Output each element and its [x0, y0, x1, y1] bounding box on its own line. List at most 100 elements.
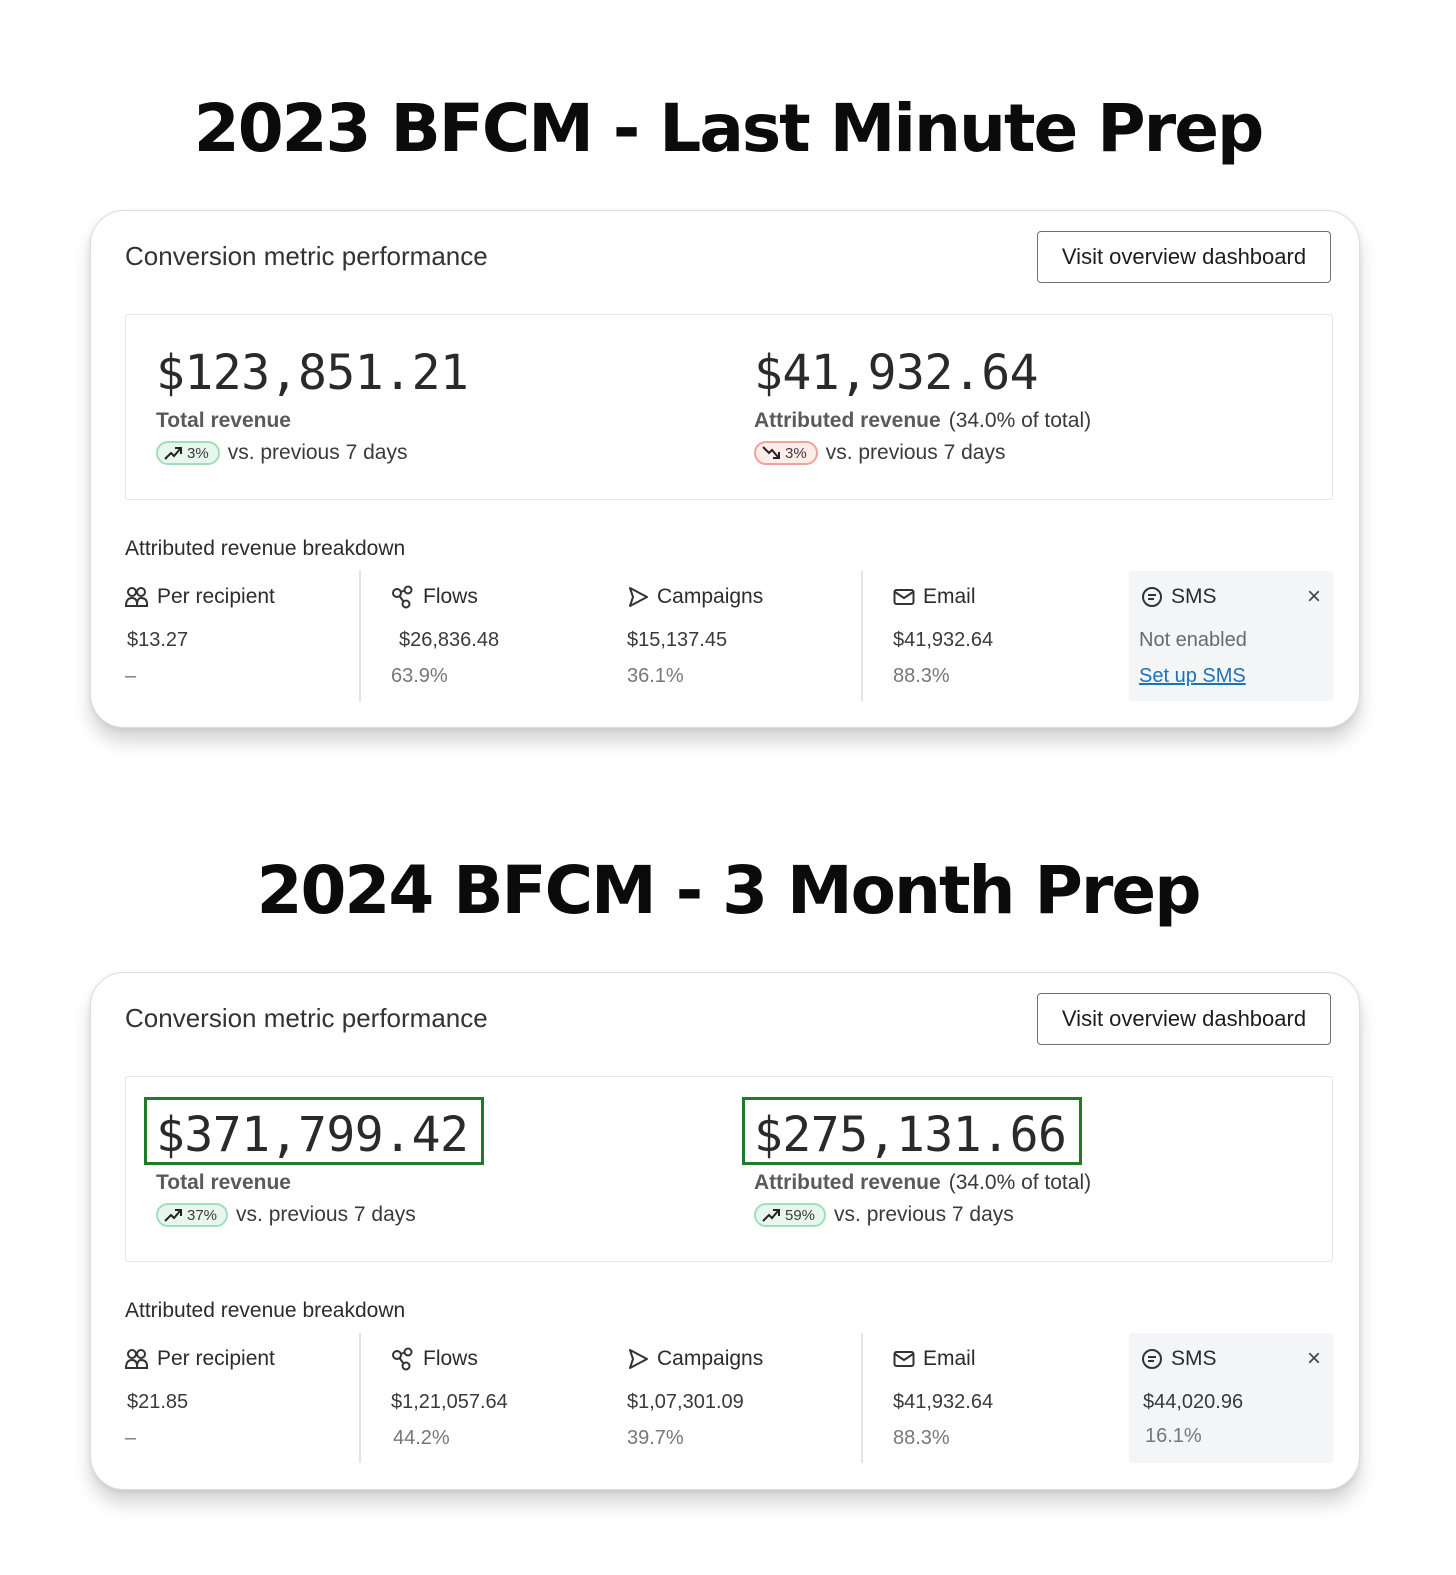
trend-up-icon — [164, 447, 182, 460]
sms-column: SMS × $44,020.96 16.1% — [1129, 1333, 1333, 1463]
card-title: Conversion metric performance — [125, 1003, 488, 1033]
people-icon — [125, 1349, 148, 1369]
column-value: $26,836.48 — [399, 629, 500, 651]
column-label: SMS — [1171, 1347, 1217, 1370]
column-sub: 88.3% — [893, 665, 950, 687]
attributed-revenue-pct: (34.0% of total) — [948, 409, 1092, 432]
trend-badge: 59% — [754, 1203, 827, 1227]
attributed-revenue-value: $41,932.64 — [754, 345, 1038, 401]
column-label: SMS — [1171, 585, 1217, 608]
sms-link-wrap: Set up SMS — [1139, 665, 1246, 688]
column-value: $13.27 — [127, 629, 189, 651]
visit-overview-dashboard-button[interactable]: Visit overview dashboard — [1037, 231, 1331, 283]
column-sub: – — [125, 1427, 137, 1449]
column-sub: 44.2% — [393, 1427, 450, 1449]
trend-badge-value: 37% — [187, 1206, 218, 1224]
column-header: Flows — [391, 1347, 478, 1371]
flows-icon — [392, 1347, 413, 1371]
trend-badge: 3% — [754, 441, 818, 465]
sms-icon — [1142, 587, 1162, 607]
column-header: Email — [893, 585, 976, 609]
total-revenue-label: Total revenue — [156, 409, 291, 432]
total-revenue-label: Total revenue — [156, 1171, 291, 1194]
sms-icon — [1142, 1349, 1162, 1369]
conversion-card-2023: Conversion metric performance Visit over… — [90, 210, 1360, 728]
column-sub: 39.7% — [627, 1427, 684, 1449]
close-icon[interactable]: × — [1306, 583, 1321, 610]
column-label: Campaigns — [657, 585, 764, 608]
column-sub: – — [125, 665, 137, 687]
campaigns-icon — [629, 587, 648, 607]
metrics-box: $123,851.21 Total revenue 3% vs. previou… — [125, 314, 1333, 500]
column-label: Flows — [423, 1347, 478, 1370]
column-header: Flows — [391, 585, 478, 609]
column-label: Per recipient — [157, 585, 275, 608]
attributed-revenue-label: Attributed revenue — [754, 1171, 941, 1194]
compare-text: vs. previous 7 days — [227, 441, 408, 464]
attributed-revenue-label-row: Attributed revenue (34.0% of total) — [754, 1171, 1091, 1195]
conversion-card-2024: Conversion metric performance Visit over… — [90, 972, 1360, 1490]
campaigns-icon — [629, 1349, 648, 1369]
column-value: $21.85 — [127, 1391, 189, 1413]
trend-badge: 37% — [156, 1203, 229, 1227]
compare-text: vs. previous 7 days — [834, 1203, 1014, 1226]
column-header: Email — [893, 1347, 976, 1371]
highlight-box — [144, 1097, 484, 1165]
trend-badge-value: 3% — [785, 444, 807, 462]
column-divider — [861, 1333, 863, 1463]
total-revenue-value: $371,799.42 — [156, 1107, 469, 1163]
column-header: Campaigns — [627, 1347, 763, 1371]
trend-badge-value: 59% — [785, 1206, 816, 1224]
set-up-sms-link[interactable]: Set up SMS — [1139, 665, 1246, 687]
breakdown-title: Attributed revenue breakdown — [125, 537, 406, 560]
column-sub: 63.9% — [391, 665, 448, 687]
column-header: SMS — [1141, 1347, 1217, 1371]
total-revenue-value: $123,851.21 — [156, 345, 469, 401]
column-label: Campaigns — [657, 1347, 764, 1370]
column-header: Per recipient — [125, 585, 275, 609]
column-label: Email — [923, 1347, 976, 1370]
column-sub: 36.1% — [627, 665, 684, 687]
delta-row: 59% vs. previous 7 days — [754, 1203, 1014, 1227]
sms-value: $44,020.96 — [1143, 1391, 1244, 1413]
trend-badge: 3% — [156, 441, 220, 465]
sms-sub: 16.1% — [1145, 1425, 1202, 1447]
column-header: SMS — [1141, 585, 1217, 609]
attributed-revenue-label: Attributed revenue — [754, 409, 941, 432]
sms-column: SMS × Not enabled Set up SMS — [1129, 571, 1333, 701]
column-value: $1,07,301.09 — [627, 1391, 744, 1413]
compare-text: vs. previous 7 days — [825, 441, 1006, 464]
breakdown-columns: Per recipient $13.27 – Flows $26,836.48 … — [125, 571, 1333, 701]
metrics-box: $371,799.42 Total revenue 37% vs. previo… — [125, 1076, 1333, 1262]
people-icon — [125, 587, 148, 607]
column-value: $41,932.64 — [893, 629, 994, 651]
column-divider — [359, 1333, 361, 1463]
trend-badge-value: 3% — [187, 444, 209, 462]
delta-row: 37% vs. previous 7 days — [156, 1203, 416, 1227]
card-title: Conversion metric performance — [125, 241, 488, 271]
section-heading-2024: 2024 BFCM - 3 Month Prep — [256, 852, 1202, 929]
attributed-revenue-value: $275,131.66 — [754, 1107, 1067, 1163]
column-value: $1,21,057.64 — [391, 1391, 508, 1413]
delta-row: 3% vs. previous 7 days — [156, 441, 407, 465]
trend-up-icon — [164, 1209, 182, 1222]
section-heading-2023: 2023 BFCM - Last Minute Prep — [193, 90, 1264, 167]
breakdown-columns: Per recipient $21.85 – Flows $1,21,057.6… — [125, 1333, 1333, 1463]
column-label: Per recipient — [157, 1347, 275, 1370]
highlight-box — [742, 1097, 1082, 1165]
column-label: Email — [923, 585, 976, 608]
visit-overview-dashboard-button[interactable]: Visit overview dashboard — [1037, 993, 1331, 1045]
trend-up-icon — [762, 1209, 780, 1222]
sms-status: Not enabled — [1139, 629, 1247, 651]
column-label: Flows — [423, 585, 478, 608]
column-value: $15,137.45 — [627, 629, 728, 651]
attributed-revenue-label-row: Attributed revenue (34.0% of total) — [754, 409, 1091, 433]
breakdown-title: Attributed revenue breakdown — [125, 1299, 406, 1322]
delta-row: 3% vs. previous 7 days — [754, 441, 1005, 465]
email-icon — [893, 1351, 915, 1367]
column-value: $41,932.64 — [893, 1391, 994, 1413]
column-header: Campaigns — [627, 585, 763, 609]
close-icon[interactable]: × — [1306, 1345, 1321, 1372]
trend-down-icon — [762, 446, 780, 459]
column-header: Per recipient — [125, 1347, 275, 1371]
